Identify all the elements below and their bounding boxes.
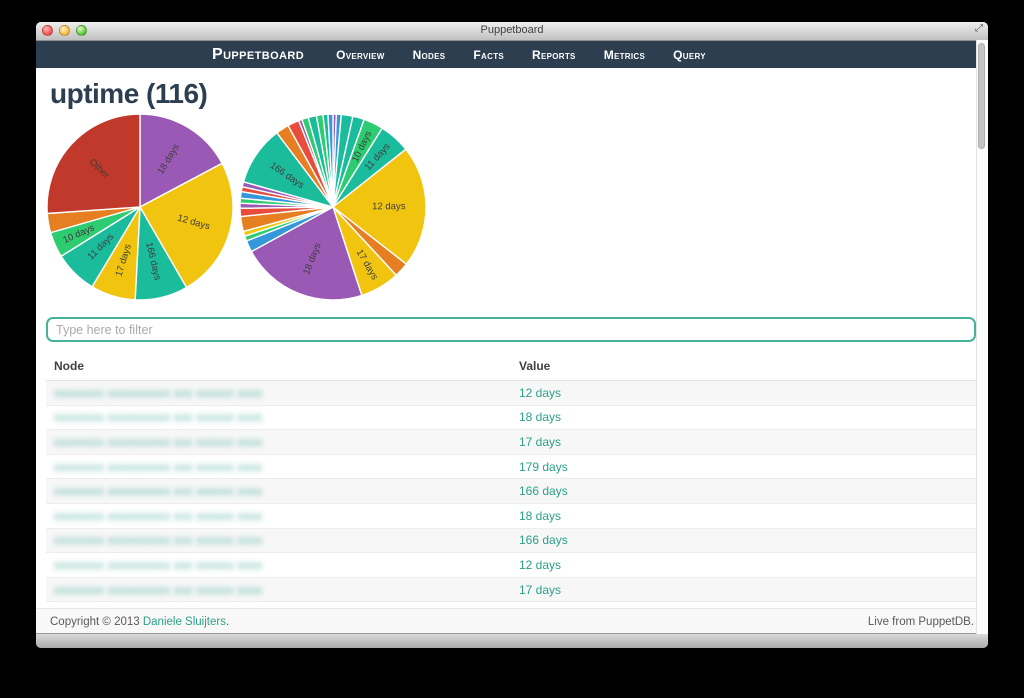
traffic-lights	[42, 25, 87, 36]
scrollbar-track[interactable]	[976, 40, 988, 634]
brand-link[interactable]: Puppetboard	[212, 46, 305, 63]
table-header-row: Node Value	[46, 355, 976, 381]
node-column-header: Node	[46, 355, 511, 381]
pie-slice-label: 12 days	[372, 201, 406, 212]
fact-value-link[interactable]: 12 days	[519, 385, 562, 400]
node-link-blurred[interactable]: xxxxxxxx xxxxxxxxxx xxx xxxxxx xxxx	[54, 486, 263, 499]
fact-value-link[interactable]: 17 days	[519, 434, 562, 449]
table-row: xxxxxxxx xxxxxxxxxx xxx xxxxxx xxxx2 day…	[46, 601, 976, 608]
table-row: xxxxxxxx xxxxxxxxxx xxx xxxxxx xxxx 166 d…	[46, 478, 976, 504]
fact-value-link[interactable]: 2 days	[519, 607, 554, 608]
filter-wrap	[46, 317, 976, 342]
node-cell: xxxxxxxx xxxxxxxxxx xxx xxxxxx xxxx	[46, 381, 511, 406]
table-row: xxxxxxxx xxxxxxxxxx xxx xxxxxx xxxx 166 d…	[46, 528, 976, 553]
copyright-suffix: .	[225, 615, 230, 628]
pie-slice	[139, 113, 224, 209]
value-cell: 166 days	[511, 528, 976, 553]
nav-item-nodes[interactable]: Nodes	[412, 48, 446, 62]
facts-table-body: xxxxxxxx xxxxxxxxxx xxx xxxxxx xxxx 12 da…	[46, 380, 976, 608]
node-cell: xxxxxxxx xxxxxxxxxx xxx xxxxxx xxxx	[46, 553, 511, 578]
node-link-blurred[interactable]: xxxxxxxx xxxxxxxxxx xxx xxxxxx xxxx	[54, 387, 263, 400]
app-window: Puppetboard ⤢ Puppetboard Overview Nodes F…	[36, 22, 988, 648]
node-link-blurred[interactable]: xxxxxxxx xxxxxxxxxx xxx xxxxxx xxxx	[54, 510, 263, 523]
main-content: uptime (116) 18 days 12 days 166 days 17 da…	[36, 68, 988, 608]
fact-value-link[interactable]: 18 days	[519, 410, 562, 425]
close-button[interactable]	[42, 25, 53, 36]
value-cell: 18 days	[511, 503, 976, 528]
value-cell: 12 days	[511, 553, 976, 578]
zoom-button[interactable]	[76, 25, 87, 36]
node-link-blurred[interactable]: xxxxxxxx xxxxxxxxxx xxx xxxxxx xxxx	[54, 412, 263, 425]
minimize-button[interactable]	[59, 25, 70, 36]
nav-item-reports[interactable]: Reports	[532, 48, 576, 62]
pie-slice	[331, 148, 427, 266]
table-row: xxxxxxxx xxxxxxxxxx xxx xxxxxx xxxx 12 da…	[46, 380, 976, 406]
table-row: xxxxxxxx xxxxxxxxxx xxx xxxxxx xxxx 179 d…	[46, 454, 976, 479]
fact-value-link[interactable]: 166 days	[519, 484, 568, 499]
copyright-prefix: Copyright © 2013	[50, 615, 143, 628]
pie-slice	[46, 113, 141, 215]
table-row: xxxxxxxx xxxxxxxxxx xxx xxxxxx xxxx 18 da…	[46, 503, 976, 528]
puppetdb-status-text: Live from PuppetDB.	[867, 615, 974, 628]
node-link-blurred[interactable]: xxxxxxxx xxxxxxxxxx xxx xxxxxx xxxx	[54, 584, 263, 597]
nav-item-query[interactable]: Query	[673, 48, 706, 62]
window-title: Puppetboard	[480, 24, 544, 36]
node-link-blurred[interactable]: xxxxxxxx xxxxxxxxxx xxx xxxxxx xxxx	[54, 436, 263, 449]
nav-item-overview[interactable]: Overview	[336, 48, 385, 62]
facts-table: Node Value xxxxxxxx xxxxxxxxxx xxx xxxxx…	[46, 355, 976, 608]
page-title: uptime (116)	[50, 78, 208, 109]
value-cell: 17 days	[511, 430, 976, 455]
node-cell: xxxxxxxx xxxxxxxxxx xxx xxxxxx xxxx	[46, 479, 511, 504]
pie-slice	[139, 162, 234, 289]
value-column-header: Value	[511, 355, 976, 381]
window-titlebar[interactable]: Puppetboard ⤢	[36, 22, 988, 41]
pie-slice	[327, 113, 334, 208]
node-cell: xxxxxxxx xxxxxxxxxx xxx xxxxxx xxxx	[46, 405, 511, 430]
table-row: xxxxxxxx xxxxxxxxxx xxx xxxxxx xxxx 12 da…	[46, 552, 976, 578]
pie-slice	[250, 205, 363, 301]
fullscreen-icon[interactable]: ⤢	[975, 23, 983, 34]
node-link-blurred[interactable]: xxxxxxxx xxxxxxxxxx xxx xxxxxx xxxx	[54, 559, 263, 572]
node-cell: xxxxxxxx xxxxxxxxxx xxx xxxxxx xxxx	[46, 528, 511, 553]
value-cell: 2 days	[511, 602, 976, 608]
fact-value-link[interactable]: 166 days	[519, 533, 568, 548]
filter-input[interactable]	[46, 317, 976, 342]
node-link-blurred[interactable]: xxxxxxxx xxxxxxxxxx xxx xxxxxx xxxx	[54, 535, 263, 548]
nav-item-facts[interactable]: Facts	[473, 48, 505, 62]
table-row: xxxxxxxx xxxxxxxxxx xxx xxxxxx xxxx 18 da…	[46, 405, 976, 430]
scrollbar-thumb[interactable]	[978, 43, 985, 149]
window-bottom-bar	[36, 633, 988, 648]
fact-value-link[interactable]: 17 days	[519, 582, 562, 597]
value-cell: 166 days	[511, 479, 976, 504]
author-link[interactable]: Daniele Sluijters	[142, 615, 226, 628]
copyright-text: Copyright © 2013 Daniele Sluijters.	[50, 616, 229, 628]
navbar: Puppetboard Overview Nodes Facts Reports Met…	[36, 41, 988, 69]
nav-item-metrics[interactable]: Metrics	[603, 48, 646, 62]
node-link-blurred[interactable]: xxxxxxxx xxxxxxxxxx xxx xxxxxx xxxx	[54, 461, 263, 474]
value-cell: 17 days	[511, 577, 976, 602]
node-cell: xxxxxxxx xxxxxxxxxx xxx xxxxxx xxxx	[46, 577, 511, 602]
value-cell: 12 days	[511, 381, 976, 406]
fact-value-link[interactable]: 12 days	[519, 557, 562, 572]
table-row: xxxxxxxx xxxxxxxxxx xxx xxxxxx xxxx 17 da…	[46, 577, 976, 602]
nav-items: Overview Nodes Facts Reports Metrics Query	[322, 41, 720, 69]
table-row: xxxxxxxx xxxxxxxxxx xxx xxxxxx xxxx 17 da…	[46, 429, 976, 455]
node-cell: xxxxxxxx xxxxxxxxxx xxx xxxxxx xxxx	[46, 430, 511, 455]
fact-value-link[interactable]: 179 days	[519, 459, 568, 474]
fact-value-link[interactable]: 18 days	[519, 508, 562, 523]
value-cell: 179 days	[511, 454, 976, 479]
footer: Copyright © 2013 Daniele Sluijters. Live…	[36, 608, 988, 634]
value-cell: 18 days	[511, 405, 976, 430]
node-cell: xxxxxxxx xxxxxxxxxx xxx xxxxxx xxxx	[46, 454, 511, 479]
node-cell: xxxxxxxx xxxxxxxxxx xxx xxxxxx xxxx	[46, 503, 511, 528]
